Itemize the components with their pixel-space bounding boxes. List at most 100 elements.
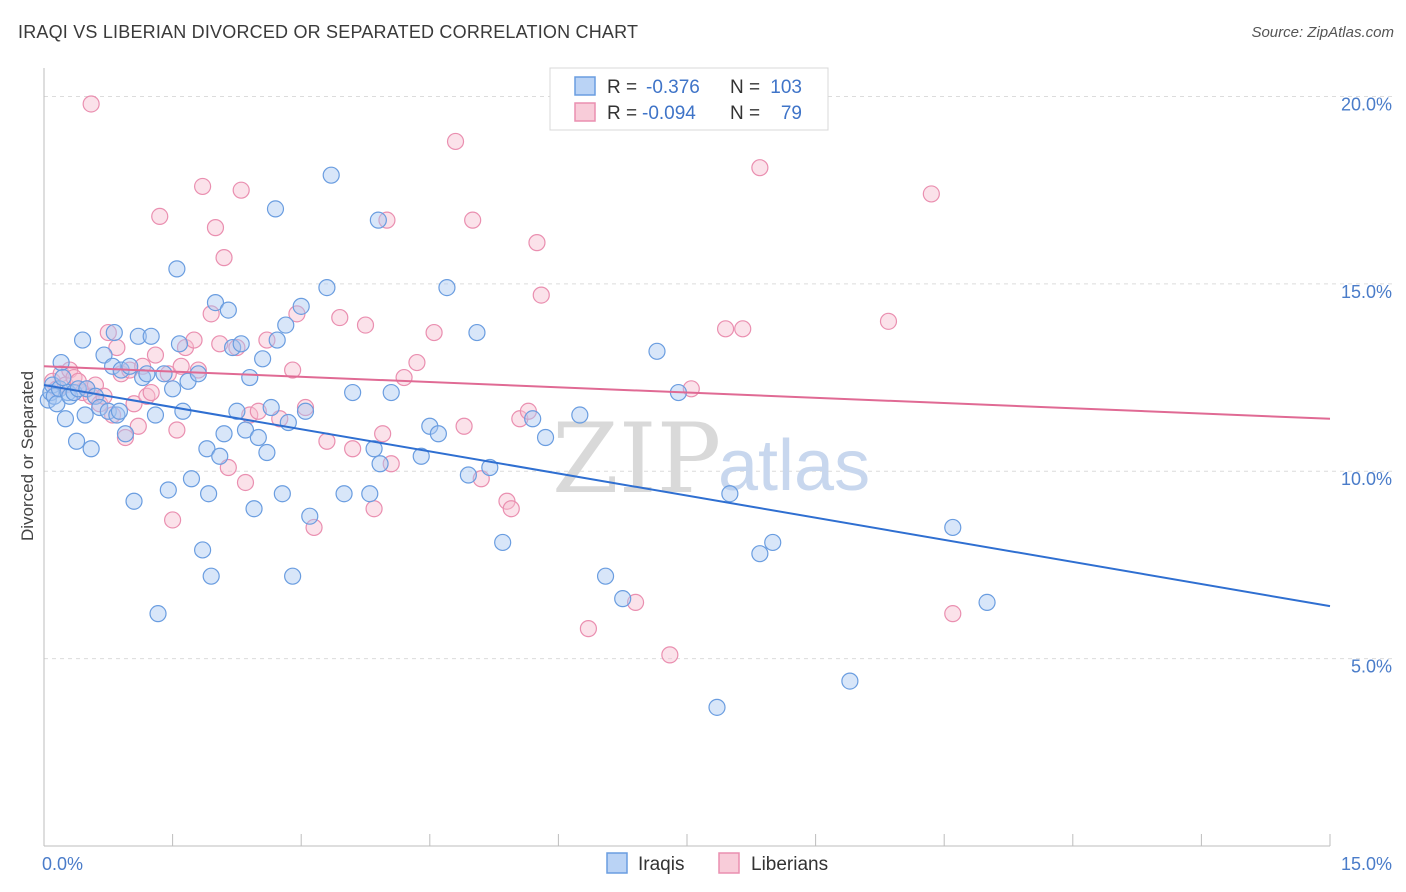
liberians-point-33 [194, 177, 212, 196]
iraqis-point-33 [142, 327, 160, 345]
legend-swatch-liberians [574, 102, 596, 122]
liberians-point-28 [168, 421, 186, 439]
liberians-point-69 [528, 234, 546, 252]
legend-r-label-liberians: R = [607, 103, 637, 124]
liberians-point-29 [172, 357, 190, 375]
iraqis-point-38 [164, 380, 182, 398]
legend-n-label-iraqis: N = [730, 77, 760, 98]
iraqis-point-74 [335, 485, 353, 503]
liberians-point-17 [116, 428, 135, 447]
iraqis-point-51 [215, 425, 233, 443]
liberians-point-70 [532, 286, 550, 304]
liberians-point-78 [879, 312, 898, 330]
iraqis-point-73 [322, 166, 340, 184]
axes [43, 68, 1331, 847]
iraqis-point-50 [211, 447, 229, 465]
liberians-point-75 [716, 320, 735, 338]
iraqis-point-86 [468, 323, 486, 342]
iraqis-point-27 [116, 425, 135, 443]
iraqis-point-19 [91, 398, 109, 417]
series-legend-label-iraqis: Iraqis [638, 854, 684, 875]
liberians-point-31 [185, 331, 203, 349]
liberians-point-58 [395, 368, 413, 387]
iraqis-point-97 [721, 485, 739, 503]
liberians-point-48 [296, 398, 315, 417]
series-legend: Iraqis Liberians [606, 852, 828, 875]
liberians-point-72 [626, 593, 645, 612]
iraqis-point-56 [236, 421, 255, 439]
liberians-point-63 [464, 211, 482, 229]
iraqis-point-15 [76, 406, 94, 424]
liberians-point-55 [374, 425, 392, 443]
series-legend-swatch-liberians [718, 852, 740, 874]
iraqis-point-81 [412, 447, 430, 465]
iraqis-point-102 [978, 593, 996, 612]
iraqis-point-80 [382, 383, 400, 402]
iraqis-point-76 [361, 485, 379, 503]
iraqis-points [39, 166, 996, 716]
legend-r-value-liberians: -0.094 [642, 103, 696, 124]
liberians-point-35 [206, 219, 225, 237]
y-tick-label-1: 10.0% [1341, 469, 1392, 489]
iraqis-point-100 [841, 672, 859, 690]
iraqis-point-34 [146, 406, 165, 424]
iraqis-point-71 [301, 507, 319, 525]
iraqis-point-87 [481, 458, 499, 477]
legend-n-value-liberians: 79 [781, 103, 802, 124]
liberians-point-43 [249, 402, 267, 420]
iraqis-point-35 [149, 605, 167, 623]
iraqis-trend-line [43, 384, 1331, 608]
iraqis-point-85 [459, 466, 477, 484]
iraqis-point-37 [159, 481, 177, 499]
liberians-point-52 [344, 440, 362, 458]
iraqis-point-8 [56, 410, 75, 428]
watermark-atlas: atlas [718, 426, 870, 506]
iraqis-point-99 [764, 533, 782, 552]
iraqis-point-43 [182, 470, 201, 488]
iraqis-point-84 [438, 279, 456, 297]
iraqis-point-28 [121, 357, 139, 375]
liberians-point-20 [129, 417, 147, 435]
iraqis-point-55 [232, 335, 250, 353]
iraqis-point-61 [258, 443, 276, 462]
iraqis-point-59 [249, 428, 267, 447]
liberians-point-73 [661, 646, 679, 664]
liberians-point-61 [446, 132, 465, 151]
iraqis-point-7 [54, 368, 72, 387]
liberians-point-40 [232, 181, 250, 199]
watermark: ZIP atlas [552, 403, 870, 515]
liberians-point-76 [734, 320, 752, 338]
iraqis-point-57 [241, 368, 259, 387]
liberians-point-24 [146, 346, 165, 364]
iraqis-point-65 [273, 485, 291, 503]
iraqis-point-52 [219, 301, 237, 319]
liberians-point-27 [164, 511, 182, 529]
iraqis-point-58 [245, 500, 263, 518]
stats-legend: R = -0.376 N = 103 R = -0.094 N = 79 [549, 67, 829, 131]
grid-lines [44, 95, 1392, 660]
liberians-point-71 [579, 620, 598, 638]
liberians-point-59 [408, 353, 426, 372]
iraqis-point-47 [200, 485, 218, 503]
iraqis-point-68 [284, 567, 302, 585]
liberians-point-62 [455, 417, 473, 435]
liberians-point-23 [142, 383, 160, 402]
liberians-point-77 [751, 159, 769, 177]
liberians-point-25 [151, 207, 169, 225]
liberians-trend-line [43, 365, 1331, 420]
iraqis-point-92 [596, 567, 615, 585]
liberians-point-34 [202, 305, 220, 323]
iraqis-point-88 [494, 533, 512, 552]
iraqis-point-45 [194, 541, 212, 559]
iraqis-point-36 [155, 365, 173, 383]
tick-labels: 5.0% 10.0% 15.0% 20.0% 0.0% 15.0% [42, 94, 1392, 874]
y-tick-label-3: 20.0% [1341, 94, 1392, 114]
iraqis-point-54 [228, 402, 246, 420]
liberians-point-41 [236, 473, 255, 492]
x-tick-label-1: 15.0% [1341, 854, 1392, 874]
iraqis-point-91 [571, 406, 589, 424]
iraqis-point-29 [125, 492, 143, 510]
iraqis-point-83 [429, 425, 447, 443]
liberians-point-36 [211, 335, 229, 353]
